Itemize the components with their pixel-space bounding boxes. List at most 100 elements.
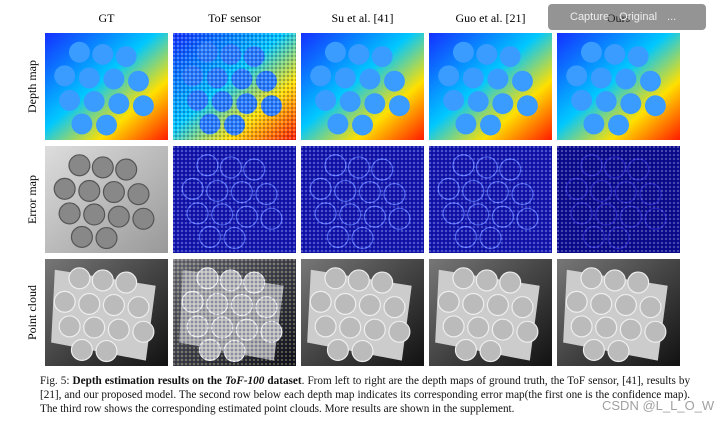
disc [310, 65, 332, 87]
disc [467, 91, 489, 112]
disc [68, 154, 91, 177]
original-button[interactable]: Original [619, 11, 658, 23]
image-cell [301, 146, 424, 253]
disc [115, 46, 137, 67]
disc [334, 67, 356, 89]
row-label: Error map [25, 175, 39, 224]
disc [608, 114, 629, 136]
disc [102, 180, 125, 204]
watermark: CSDN @L_L_O_W [602, 398, 715, 413]
column-header: Guo et al. [21] [456, 11, 526, 25]
image-cell [557, 33, 680, 140]
disc [59, 89, 81, 111]
disc [644, 95, 666, 117]
caption-bold: Depth estimation results on the ToF-100 … [73, 375, 302, 387]
image-cell [45, 146, 168, 253]
image-cell [45, 33, 168, 140]
noise [173, 146, 296, 253]
disc [442, 315, 465, 338]
disc [462, 67, 484, 89]
disc [566, 65, 588, 87]
column-header: GT [99, 11, 116, 25]
disc [607, 339, 630, 363]
disc [499, 46, 521, 67]
disc [132, 320, 155, 343]
image-cell [301, 33, 424, 140]
disc [58, 202, 81, 225]
disc [487, 68, 509, 90]
disc [614, 293, 637, 317]
capture-button[interactable]: Capture [570, 11, 610, 23]
disc [467, 316, 490, 339]
image-cell [557, 259, 680, 366]
more-button[interactable]: ... [667, 11, 677, 23]
disc [580, 41, 602, 63]
disc [327, 113, 349, 135]
noise [429, 146, 552, 253]
disc [363, 318, 386, 341]
disc [78, 67, 100, 89]
disc [83, 316, 106, 339]
disc [580, 267, 603, 290]
disc [476, 43, 498, 65]
disc [102, 293, 125, 317]
disc [53, 177, 76, 200]
image-cell [173, 146, 296, 253]
disc [309, 290, 332, 313]
disc [92, 43, 114, 65]
disc [348, 43, 370, 65]
disc [132, 207, 155, 230]
disc [644, 320, 667, 343]
disc [462, 292, 485, 315]
disc [582, 338, 605, 362]
disc [475, 269, 498, 292]
disc [326, 338, 349, 362]
disc [615, 68, 637, 90]
disc [452, 41, 474, 63]
noise [557, 146, 680, 253]
disc [452, 267, 475, 290]
disc [570, 315, 593, 338]
disc [590, 292, 613, 315]
disc [351, 339, 374, 363]
disc [68, 267, 91, 290]
disc [437, 290, 460, 313]
caption-label: Fig. 5: [40, 375, 70, 387]
disc [324, 267, 347, 290]
disc [127, 183, 150, 206]
disc [492, 93, 514, 115]
disc [627, 271, 650, 294]
disc [511, 296, 534, 319]
disc [70, 338, 93, 362]
image-cell [173, 259, 296, 366]
disc [595, 316, 618, 339]
disc [640, 70, 661, 92]
disc [383, 296, 406, 319]
disc [516, 320, 539, 343]
image-cell [557, 146, 680, 253]
disc [480, 114, 501, 136]
row-label: Point cloud [25, 285, 39, 340]
disc [115, 271, 138, 294]
disc [53, 290, 76, 313]
disc [388, 320, 411, 343]
image-cell [173, 33, 296, 140]
disc [132, 95, 154, 117]
disc [78, 179, 101, 202]
disc [627, 46, 649, 67]
noise [173, 33, 296, 140]
disc [91, 156, 114, 179]
disc [314, 315, 337, 338]
caption: Fig. 5: Depth estimation results on the … [40, 374, 690, 416]
disc [619, 318, 642, 341]
disc [70, 225, 93, 249]
disc [358, 293, 381, 317]
disc [128, 70, 149, 92]
disc [107, 318, 130, 341]
disc [108, 93, 130, 115]
disc [595, 91, 617, 112]
disc [388, 95, 410, 117]
image-cell [301, 259, 424, 366]
disc [103, 68, 125, 90]
